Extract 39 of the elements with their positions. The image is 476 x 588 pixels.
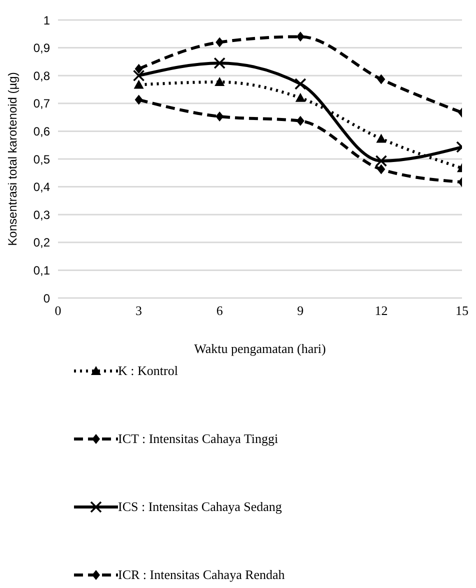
y-tick-label: 0,9: [33, 41, 50, 56]
legend-label: ICR : Intensitas Cahaya Rendah: [118, 567, 285, 583]
y-tick-label: 0,4: [33, 180, 50, 194]
point: [134, 64, 143, 74]
legend-label: ICS : Intensitas Cahaya Sedang: [118, 499, 282, 515]
point: [376, 134, 386, 143]
point: [216, 111, 224, 122]
x-tick-label: 12: [374, 303, 388, 318]
legend-label: K : Kontrol: [118, 363, 178, 379]
y-tick-label: 0,2: [33, 236, 50, 250]
legend-label: ICT : Intensitas Cahaya Tinggi: [118, 431, 278, 447]
point: [296, 116, 304, 126]
x-tick-label: 9: [297, 303, 304, 318]
x-tick-label: 15: [456, 303, 468, 318]
y-tick-label: 0,5: [33, 152, 50, 166]
point: [132, 70, 145, 82]
y-tick-label: 0,3: [33, 208, 50, 222]
point: [214, 57, 226, 69]
point: [296, 32, 304, 42]
point: [134, 94, 143, 105]
point: [295, 92, 306, 102]
point: [375, 155, 388, 167]
y-tick-label: 0,7: [33, 96, 50, 111]
point: [377, 74, 386, 84]
y-tick-label: 0,6: [33, 124, 50, 138]
x-tick-label: 0: [54, 303, 62, 318]
x-axis-title: Waktu pengamatan (hari): [194, 341, 326, 356]
x-tick-label: 6: [216, 303, 224, 318]
point: [294, 78, 306, 90]
y-tick-label: 0,1: [33, 263, 50, 278]
point: [377, 164, 386, 174]
y-tick-label: 1: [43, 13, 50, 28]
point: [134, 80, 144, 89]
y-tick-label: 0,8: [33, 68, 50, 83]
y-axis-title: Konsentrasi total karotenoid (µg): [5, 72, 20, 246]
y-tick-label: 0: [43, 291, 50, 306]
point: [214, 76, 225, 86]
point: [216, 37, 224, 48]
x-tick-label: 3: [136, 303, 142, 318]
